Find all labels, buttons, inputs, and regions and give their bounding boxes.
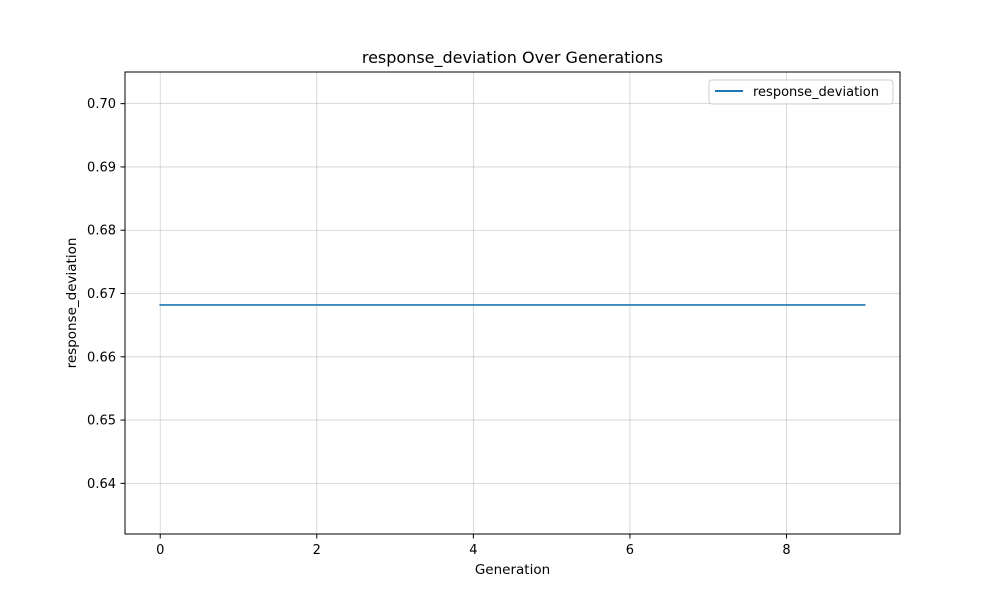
- y-tick-label: 0.70: [87, 97, 116, 112]
- y-tick-label: 0.68: [87, 224, 116, 239]
- plot-frame: [124, 71, 901, 535]
- y-tick-label: 0.64: [87, 477, 116, 492]
- x-tick-label: 2: [313, 543, 321, 558]
- legend-label: response_deviation: [753, 85, 879, 100]
- x-axis-label: Generation: [475, 562, 550, 578]
- y-tick-label: 0.67: [87, 287, 116, 302]
- y-tick-label: 0.66: [87, 350, 116, 365]
- x-tick-label: 6: [626, 543, 634, 558]
- x-tick-label: 4: [469, 543, 477, 558]
- chart-title: response_deviation Over Generations: [362, 48, 663, 68]
- legend: response_deviation: [708, 79, 894, 105]
- legend-box: [708, 79, 894, 105]
- y-tick-label: 0.65: [87, 414, 116, 429]
- x-tick-label: 0: [156, 543, 164, 558]
- y-axis-label: response_deviation: [64, 238, 80, 369]
- y-tick-label: 0.69: [87, 160, 116, 175]
- x-tick-label: 8: [782, 543, 790, 558]
- x-axis-ticks: 0 2 4 6 8: [156, 534, 791, 558]
- y-axis-ticks: 0.64 0.65 0.66 0.67 0.68 0.69 0.70: [87, 97, 125, 492]
- grid-lines: [125, 72, 900, 534]
